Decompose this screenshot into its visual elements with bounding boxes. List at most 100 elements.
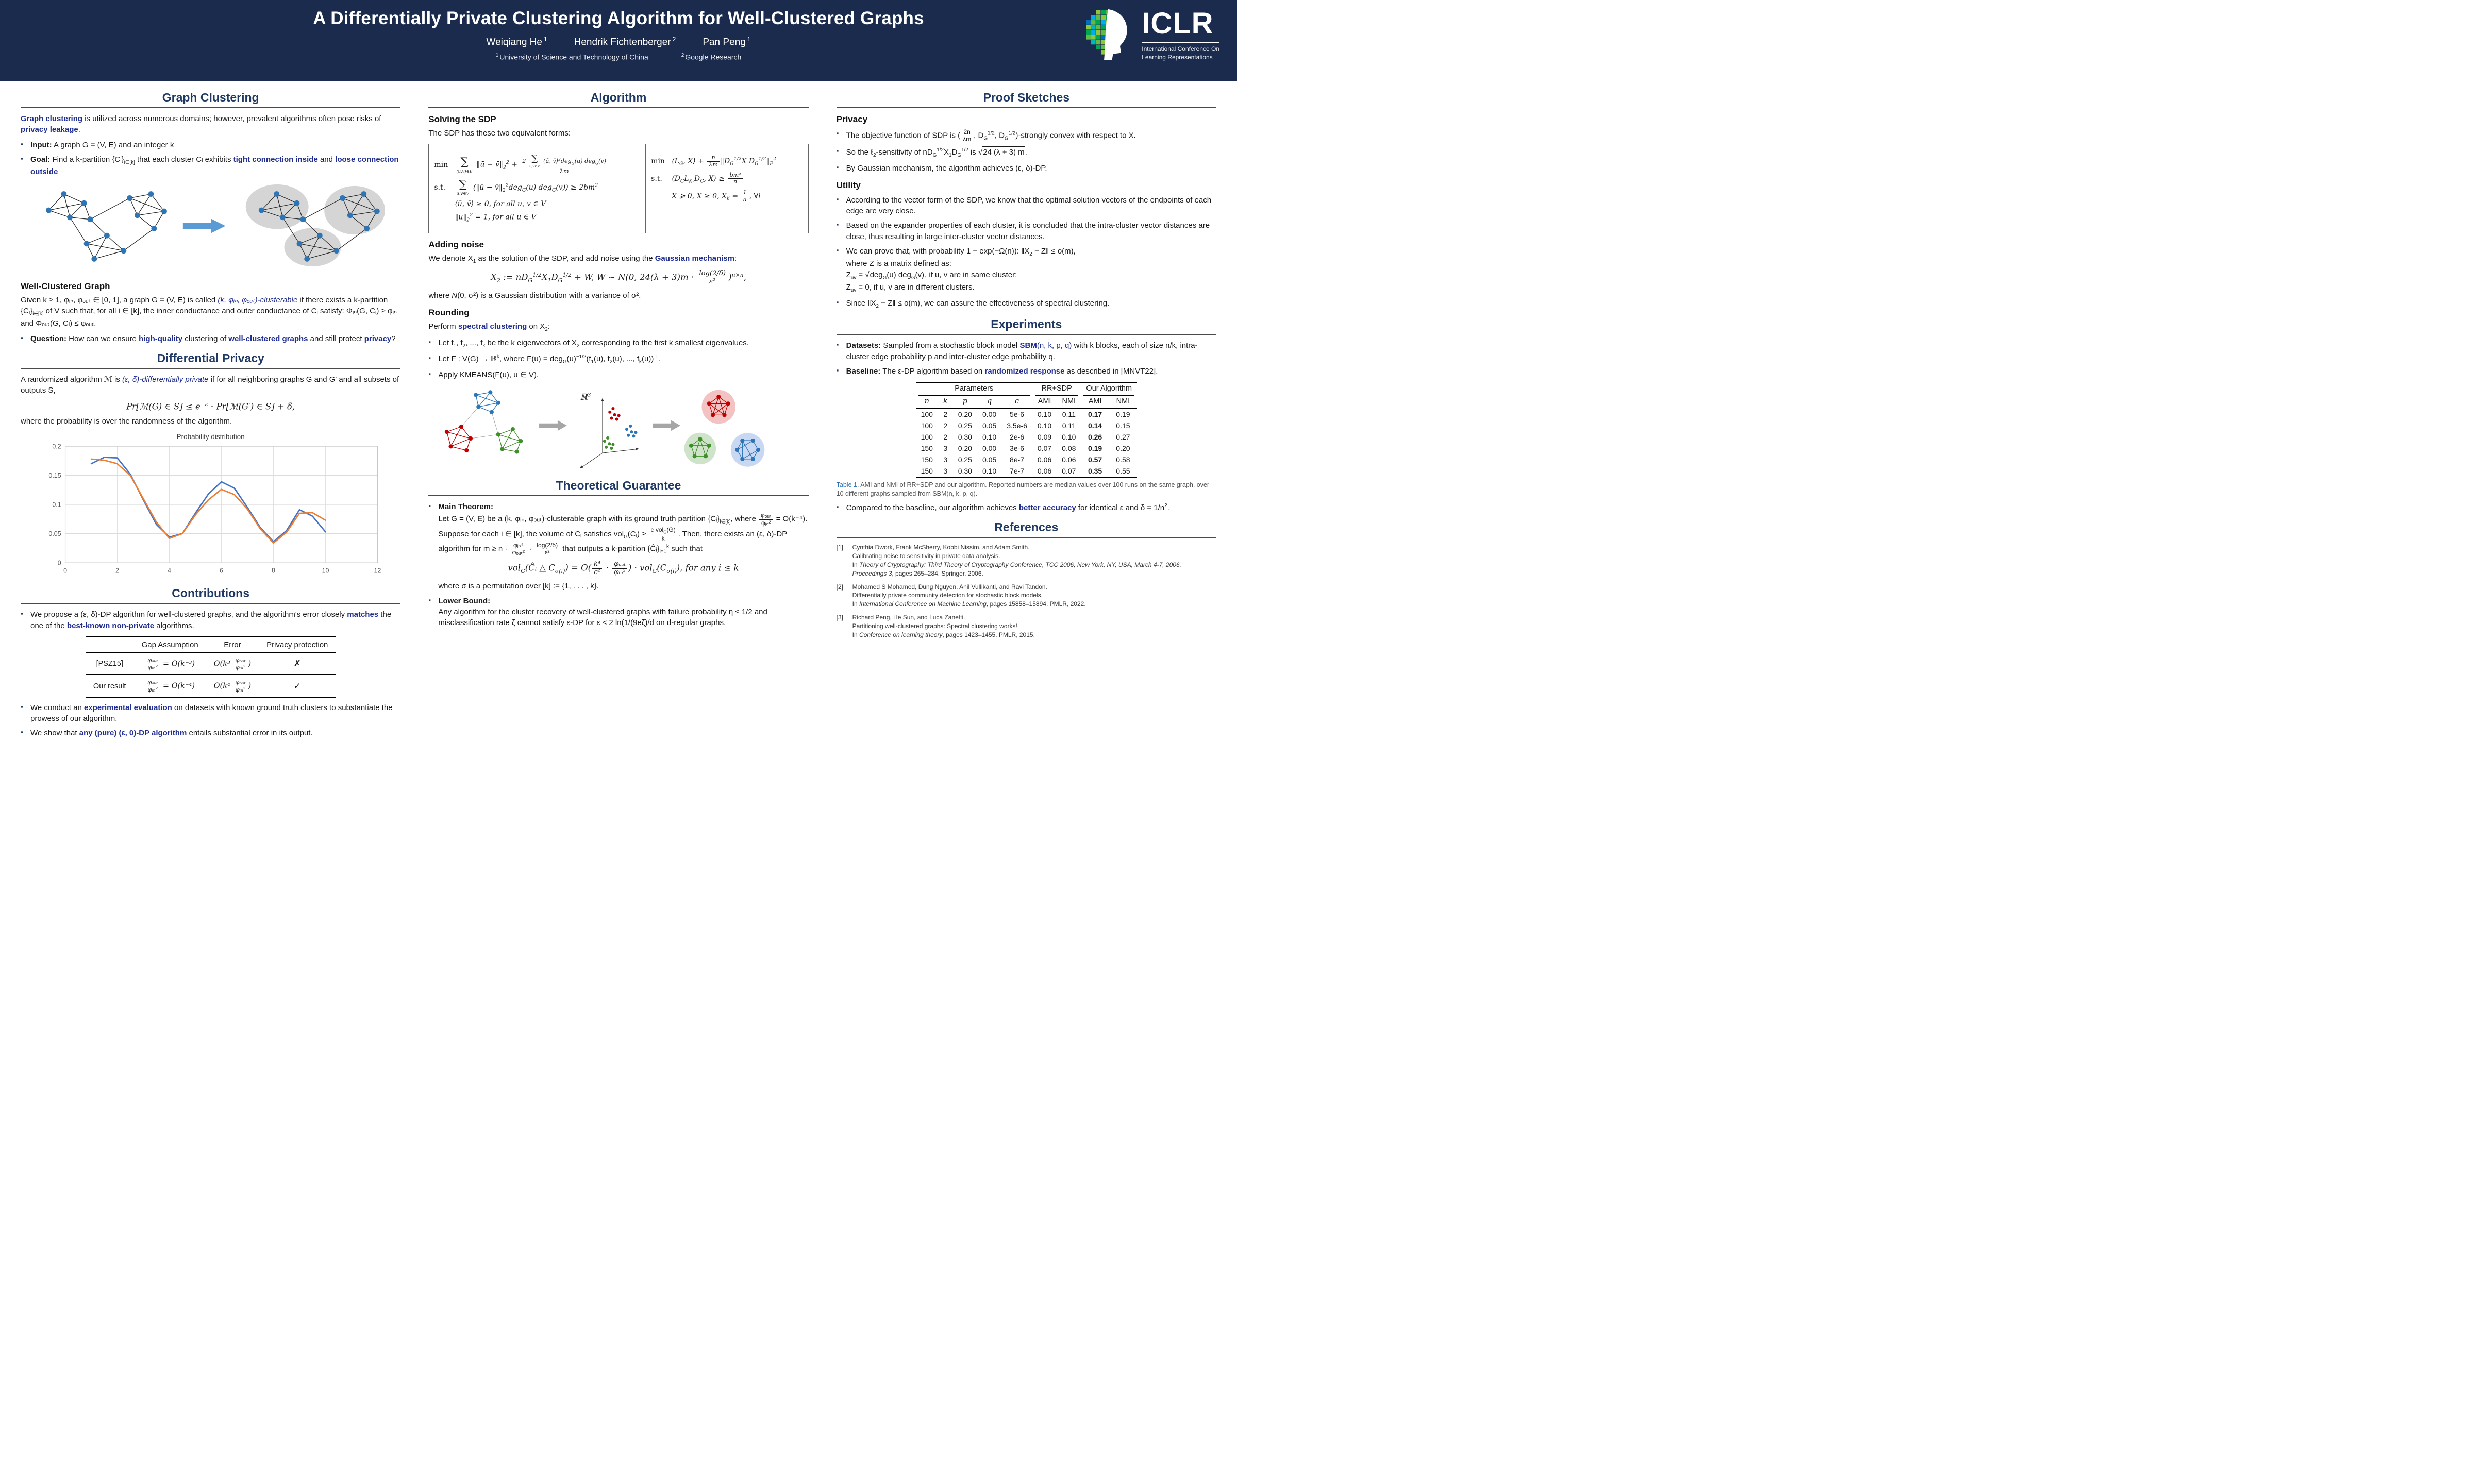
- bullet-contribution-3: We show that any (pure) (ε, 0)-DP algori…: [21, 728, 400, 738]
- bullet-lower-bound: Lower Bound: Any algorithm for the clust…: [428, 596, 808, 629]
- affiliation-name: University of Science and Technology of …: [499, 53, 648, 61]
- table-row: 150 3 0.20 0.00 3e-6 0.07 0.08 0.19 0.20: [916, 443, 1138, 454]
- reference-authors: Mohamed S Mohamed, Dung Nguyen, Anil Vul…: [852, 583, 1047, 591]
- section-heading-references: References: [994, 520, 1059, 534]
- section-heading-contributions: Contributions: [172, 586, 250, 600]
- lower-bound-label: Lower Bound:: [438, 596, 491, 605]
- table-cell: 0.06: [1062, 456, 1076, 464]
- bullet-baseline: Baseline: The ε-DP algorithm based on ra…: [837, 366, 1216, 377]
- affiliation-mark: 1: [495, 53, 499, 59]
- table-cell: 2: [943, 421, 948, 430]
- noise-where-note: where N(0, σ²) is a Gaussian distributio…: [428, 291, 641, 300]
- right-column: Proof Sketches Privacy The objective fun…: [836, 83, 1216, 743]
- svg-text:0.05: 0.05: [48, 531, 61, 538]
- utility-bullets: According to the vector form of the SDP,…: [837, 195, 1216, 311]
- table-cell: 0.27: [1116, 433, 1130, 442]
- subheading-privacy: Privacy: [836, 114, 868, 124]
- reference-item: [3] Richard Peng, He Sun, and Luca Zanet…: [837, 613, 1216, 639]
- sdp-row-label: s.t.: [651, 174, 662, 183]
- dp-where-note: where the probability is over the random…: [21, 417, 232, 426]
- sdp-forms: min ∑ (u,v)∈E ‖ū − v̄‖22 + 2 ∑ u,v∈V ⟨ū, v̄…: [428, 144, 809, 234]
- affiliation: 1 University of Science and Technology of…: [496, 53, 648, 61]
- bullet-input: Input: A graph G = (V, E) and an integer…: [21, 140, 400, 150]
- bullet-question: Question: How can we ensure high-quality…: [21, 333, 400, 344]
- reference-authors: Richard Peng, He Sun, and Luca Zanetti.: [852, 613, 965, 621]
- sdp-matrix-form-box: min ⟨LG, X⟩ + n λm ‖DG1/2X DG1/2‖F2 s.t. ⟨DG…: [645, 144, 809, 234]
- privacy-cell: ✓: [293, 681, 301, 691]
- bullet-utility-4: Since ‖X2 − Z‖ ≤ o(m), we can assure the…: [837, 298, 1216, 310]
- bullet-embedding: Let F : V(G) → ℝk, where F(u) = degG(u)−…: [428, 353, 808, 366]
- arrow-icon: [653, 420, 681, 431]
- table-cell: 100: [921, 421, 933, 430]
- column-header-c: c: [1001, 396, 1032, 409]
- contributions-bullets-1: We propose a (ε, δ)-DP algorithm for wel…: [21, 609, 400, 631]
- well-clustered-definition: Given k ≥ 1, φᵢₙ, φₒᵤₜ ∈ [0, 1], a graph…: [21, 296, 397, 328]
- cluster-figure: [45, 184, 385, 267]
- section-rule: [836, 334, 1216, 335]
- sdp-row-math: ⟨ū, v̄⟩ ≥ 0, for all u, v ∈ V: [455, 199, 546, 208]
- sdp-row-math: ∑ (u,v)∈E ‖ū − v̄‖22 + 2 ∑ u,v∈V ⟨ū, v̄⟩2d…: [455, 154, 609, 175]
- probability-distribution-chart: Probability distribution 0 0.05 0.1 0.15 0.2…: [36, 433, 386, 579]
- section-rule: [21, 368, 401, 369]
- subheading-solving-sdp: Solving the SDP: [428, 114, 496, 124]
- table-cell: 0.55: [1116, 467, 1130, 476]
- table-cell: 0.08: [1062, 444, 1076, 453]
- svg-text:10: 10: [322, 567, 329, 575]
- svg-text:0: 0: [63, 567, 67, 575]
- subheading-rounding: Rounding: [428, 307, 470, 317]
- reference-number: [3]: [836, 613, 843, 621]
- table-cell: 0.11: [1062, 410, 1076, 419]
- table-cell: 0.20: [958, 410, 972, 419]
- reference-item: [1] Cynthia Dwork, Frank McSherry, Kobbi…: [837, 543, 1216, 578]
- svg-text:4: 4: [168, 567, 171, 575]
- graph-clustering-intro: Graph clustering is utilized across nume…: [21, 114, 381, 134]
- table-cell: 150: [921, 467, 933, 476]
- affiliation: 2 Google Research: [681, 53, 742, 61]
- subheading-adding-noise: Adding noise: [428, 240, 484, 250]
- group-header-our-algorithm: Our Algorithm: [1081, 382, 1137, 396]
- iclr-tagline-line2: Learning Representations: [1142, 53, 1213, 61]
- table-cell: 2: [943, 433, 948, 442]
- experiments-table: Parameters RR+SDP Our Algorithm n k p q …: [915, 382, 1138, 478]
- line-chart-canvas: 0 0.05 0.1 0.15 0.2 0 2 4 6 8 10 12: [48, 443, 381, 575]
- table-cell: 0.30: [958, 433, 972, 442]
- author-list: Weiqiang He 1 Hendrik Fichtenberger 2 Pan …: [0, 36, 1237, 48]
- sdp-line: min ∑ (u,v)∈E ‖ū − v̄‖22 + 2 ∑ u,v∈V ⟨ū, v̄…: [434, 154, 631, 175]
- reference-venue-prefix: In: [852, 631, 859, 638]
- sdp-line: ‖ū‖22 = 1, for all u ∈ V: [434, 212, 631, 223]
- table-cell: 0.15: [1116, 421, 1130, 430]
- table-row: 150 3 0.30 0.10 7e-7 0.06 0.07 0.35 0.55: [916, 465, 1138, 477]
- table-cell: 0.30: [958, 467, 972, 476]
- bullet-privacy-2: So the ℓ2-sensitivity of nDG1/2X1DG1/2 i…: [837, 146, 1216, 159]
- iclr-logo-text: ICLR International Conference On Learnin…: [1142, 8, 1219, 61]
- table-cell: 0.10: [1037, 410, 1052, 419]
- table-cell: 0.20: [1116, 444, 1130, 453]
- table-cell: 0.10: [982, 467, 997, 476]
- table-cell: 7e-7: [1010, 467, 1025, 476]
- bullet-contribution-2: We conduct an experimental evaluation on…: [21, 702, 400, 724]
- reference-number: [2]: [836, 583, 843, 591]
- table-cell: 3.5e-6: [1007, 421, 1027, 430]
- section-rule: [836, 107, 1216, 108]
- section-heading-algorithm: Algorithm: [590, 91, 647, 104]
- svg-text:8: 8: [272, 567, 275, 575]
- contributions-bullets-2: We conduct an experimental evaluation on…: [21, 702, 400, 739]
- table-cell: 0.06: [1037, 456, 1052, 464]
- head-silhouette: [1104, 9, 1127, 60]
- reference-title: Differentially private community detecti…: [852, 592, 1043, 599]
- comparison-bullet-list: Compared to the baseline, our algorithm …: [837, 502, 1216, 513]
- subheading-utility: Utility: [836, 180, 861, 190]
- table-cell: 0.06: [1037, 467, 1052, 476]
- contributions-table: Gap Assumption Error Privacy protection …: [85, 636, 336, 698]
- sdp-row-math: ∑ u,v∈V (‖ū − v̄‖22degG(u) degG(v)) ≥ 2bm…: [456, 178, 598, 196]
- column-header-empty: [85, 636, 134, 653]
- group-header-rrsdp: RR+SDP: [1032, 382, 1081, 396]
- table-cell: 0.25: [958, 456, 972, 464]
- sdp-row-math: ‖ū‖22 = 1, for all u ∈ V: [455, 212, 537, 223]
- affiliation-name: Google Research: [685, 53, 742, 61]
- bullet-comparison: Compared to the baseline, our algorithm …: [837, 502, 1216, 513]
- table-cell: 0.58: [1116, 456, 1130, 464]
- author-affiliation-mark: 2: [672, 36, 676, 43]
- table-cell: 0.26: [1088, 433, 1102, 442]
- theory-bullets: Main Theorem: Let G = (V, E) be a (k, φᵢ…: [428, 501, 808, 629]
